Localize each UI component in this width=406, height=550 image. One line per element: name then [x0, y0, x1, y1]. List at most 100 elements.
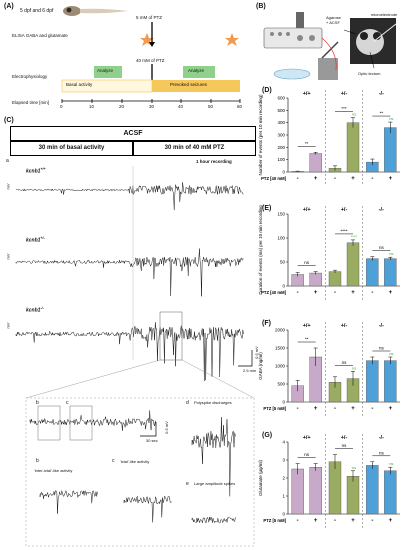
treatment-sign: +	[314, 176, 318, 182]
elisa-label: ELISA GABA and glutamate	[12, 33, 68, 38]
tick-50: 50	[208, 104, 214, 109]
ytick-label: 100	[277, 157, 285, 162]
tick-60: 60	[237, 104, 243, 109]
bar	[346, 122, 360, 173]
tick-0: 0	[60, 104, 63, 109]
genotype-header: -/-	[379, 207, 384, 213]
treatment-sign: +	[389, 176, 393, 182]
panel-label-a: (A)	[4, 3, 14, 10]
inset-trace	[29, 410, 157, 431]
agarose-label: Agarose + ACSF	[326, 15, 341, 25]
ytick-label: 100	[277, 236, 285, 241]
treatment-sign: -	[371, 518, 373, 524]
inset-c-label: c	[66, 400, 69, 406]
sub-d-letter: d	[186, 400, 189, 406]
genotype-header: +/+	[303, 323, 311, 329]
sub-b-trace	[39, 489, 98, 514]
sub-e-trace	[191, 516, 236, 524]
genotype-header: +/-	[341, 207, 348, 213]
treatment-sign: -	[297, 290, 299, 296]
ephys-label: Electrophysiology	[12, 74, 48, 79]
ytick-label: 0	[282, 512, 285, 517]
sub-c-text: 'ictal'-like activity	[120, 459, 150, 464]
bar	[309, 153, 322, 173]
sub-e-text: Large amplitude spikes	[194, 481, 236, 486]
trace-ko	[15, 322, 244, 381]
ytick-label: 0	[282, 400, 285, 405]
treatment-label-D: PTZ [40 mM]	[261, 176, 286, 181]
sub-e-letter: e	[186, 481, 189, 487]
panel-label-d: (D)	[262, 87, 272, 94]
ytick-label: 500	[277, 382, 285, 387]
genotype-header: +/-	[341, 323, 348, 329]
inset-scale-bar	[140, 422, 157, 437]
ptz-header: 30 min of 40 mM PTZ	[133, 141, 256, 156]
genotype-header: +/+	[303, 435, 311, 441]
inset-scale-voltage: 0.5 mV	[163, 421, 169, 434]
sub-d-text: Polyspike discharges	[194, 400, 232, 405]
ytick-label: 2000	[275, 328, 286, 333]
tick-30: 30	[149, 104, 155, 109]
bar	[384, 360, 397, 403]
genotype-header: -/-	[379, 435, 384, 441]
sub-c-trace	[123, 495, 172, 523]
tick-20: 20	[119, 104, 125, 109]
sig-label: **	[305, 141, 309, 146]
larva-image	[63, 6, 128, 16]
treatment-sign: -	[371, 290, 373, 296]
prevoked-seizures: Prevoked seizures	[170, 82, 208, 87]
sig-label: ns	[342, 443, 348, 448]
ytick-label: 4	[282, 440, 285, 445]
treatment-sign: +	[389, 518, 393, 524]
ytick-label: 600	[277, 96, 285, 101]
sig-label: ns	[379, 450, 385, 455]
treatment-sign: +	[314, 406, 318, 412]
ytick-label: 2	[282, 476, 285, 481]
zoom-line-left	[25, 359, 161, 399]
bar	[309, 467, 322, 515]
inset-b-label: b	[36, 400, 39, 406]
trace-het	[15, 248, 244, 297]
sub-d-trace	[191, 417, 236, 497]
ytick-label: 1500	[275, 346, 286, 351]
ytick-label: 500	[277, 108, 285, 113]
panel-label-c: (C)	[4, 117, 14, 124]
treatment-sign: +	[351, 290, 355, 296]
ytick-label: 3	[282, 458, 285, 463]
treatment-label-G: PTZ [5 mM]	[263, 518, 286, 523]
panel-label-b: (B)	[256, 3, 266, 10]
bar	[346, 242, 360, 287]
sig-green-label: ns	[352, 365, 356, 370]
elapsed-time-label: Elapsed time [min]	[12, 100, 50, 105]
genotype-header: -/-	[379, 91, 384, 97]
sig-green-label: ns	[352, 465, 356, 470]
sig-green-label: ns	[389, 251, 393, 256]
sig-label: ns	[379, 346, 385, 351]
sig-label: **	[305, 337, 309, 342]
bar	[309, 272, 322, 287]
ylabel-D: Number of events (per 10 min recording)	[258, 94, 263, 176]
bar	[291, 468, 304, 515]
inset-box-b	[37, 405, 61, 441]
treatment-sign: +	[351, 518, 355, 524]
bar-charts: Number of events (per 10 min recording) 0…	[258, 90, 400, 528]
bar	[384, 127, 397, 173]
setup-illustration	[263, 12, 397, 80]
trace-wt	[15, 182, 244, 211]
recording-label: 1 hour recording	[196, 159, 232, 164]
sig-green-label: ****	[351, 234, 358, 239]
treatment-sign: -	[371, 406, 373, 412]
ytick-label: 0	[282, 170, 285, 175]
ytick-label: 150	[277, 212, 285, 217]
row-a-label: a	[6, 158, 9, 164]
ytick-label: 0	[282, 284, 285, 289]
treatment-sign: +	[351, 176, 355, 182]
ephys-ptz-label: 40 mM of PTZ	[136, 58, 165, 63]
analyze-2: Analyze	[188, 68, 205, 73]
sig-green-label: ns	[389, 116, 393, 121]
sub-c-letter: c	[112, 458, 115, 464]
panel-label-g: (G)	[262, 432, 273, 439]
bar	[384, 470, 397, 515]
trace-label-ko: kcnb1-/-	[26, 306, 44, 314]
